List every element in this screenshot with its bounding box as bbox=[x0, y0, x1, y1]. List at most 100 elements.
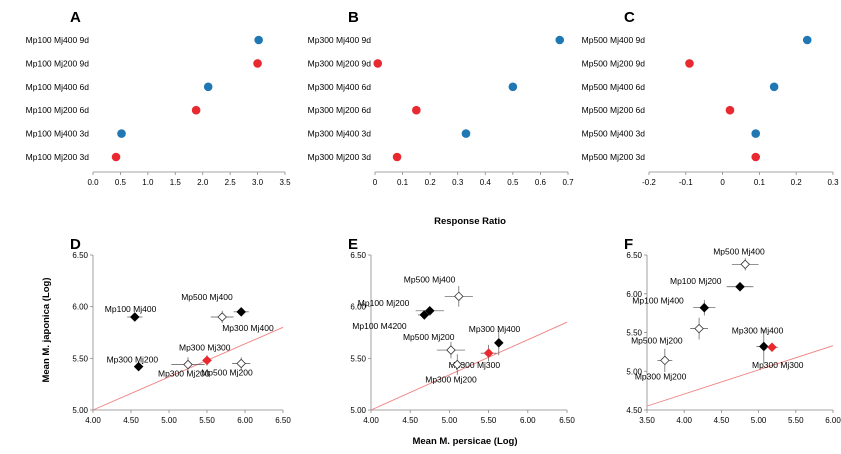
data-point bbox=[452, 359, 463, 370]
category-label: Mp500 Mj200 3d bbox=[582, 152, 646, 162]
data-point bbox=[373, 59, 383, 68]
point-label: Mp300 Mj200 bbox=[425, 375, 477, 385]
data-point bbox=[130, 312, 140, 322]
panel-letter: D bbox=[70, 236, 81, 253]
x-tick-label: 6.00 bbox=[520, 416, 536, 425]
data-point bbox=[203, 82, 213, 92]
y-tick-label: 6.50 bbox=[626, 251, 642, 260]
x-tick-label: 5.00 bbox=[161, 416, 177, 425]
x-tick-label: 0.1 bbox=[754, 178, 766, 187]
point-label: Mp500 Mj200 bbox=[201, 368, 253, 378]
y-tick-label: 5.50 bbox=[626, 329, 642, 338]
data-point bbox=[461, 129, 471, 138]
panel-e: E 4.00 4.50 5.00 5.50 6.00 6.50 5.00 5.50 6.00 6.5… bbox=[348, 236, 575, 425]
x-tick-label: 5.50 bbox=[199, 416, 215, 425]
x-tick-label: 6.50 bbox=[275, 416, 291, 425]
point-label: Mp500 Mj200 bbox=[631, 336, 683, 346]
y-tick-label: 5.00 bbox=[350, 406, 366, 415]
y-tick-label: 5.50 bbox=[72, 354, 88, 363]
data-point bbox=[660, 355, 670, 366]
data-point bbox=[236, 307, 246, 317]
category-label: Mp300 Mj400 6d bbox=[308, 82, 372, 92]
category-label: Mp500 Mj200 9d bbox=[582, 58, 646, 68]
category-label: Mp500 Mj400 6d bbox=[582, 82, 646, 92]
point-label: Mp500 Mj400 bbox=[181, 292, 233, 302]
x-tick-label: 0.3 bbox=[827, 178, 839, 187]
category-label: Mp300 Mj400 9d bbox=[308, 35, 372, 45]
point-label: Mp300 Mj300 bbox=[179, 342, 231, 352]
x-tick-label: 6.00 bbox=[237, 416, 253, 425]
data-point bbox=[183, 359, 193, 370]
point-label: Mp500 Mj400 bbox=[713, 246, 765, 256]
y-tick-label: 6.00 bbox=[626, 290, 642, 299]
point-label: Mp500 Mj200 bbox=[403, 332, 455, 342]
data-point bbox=[133, 361, 144, 372]
point-label: Mp300 Mj200 bbox=[107, 355, 159, 365]
panel-letter: E bbox=[348, 236, 358, 253]
data-point bbox=[236, 358, 246, 369]
category-label: Mp100 Mj200 9d bbox=[26, 58, 90, 68]
category-label: Mp300 Mj200 6d bbox=[308, 105, 372, 115]
panel-letter: A bbox=[70, 9, 81, 26]
data-point bbox=[508, 82, 518, 92]
top-x-axis-title: Response Ratio bbox=[434, 216, 506, 227]
data-point bbox=[111, 152, 121, 162]
x-tick-label: 0.5 bbox=[507, 178, 519, 187]
category-label: Mp100 Mj200 6d bbox=[26, 105, 90, 115]
x-tick-label: 4.50 bbox=[714, 416, 730, 425]
x-tick-label: 5.50 bbox=[481, 416, 497, 425]
reference-line bbox=[370, 321, 568, 411]
x-tick-label: 3.0 bbox=[252, 178, 264, 187]
category-label: Mp500 Mj400 3d bbox=[582, 129, 646, 139]
x-tick-label: 0.5 bbox=[115, 178, 127, 187]
point-label: Mp300 Mj400 bbox=[732, 325, 784, 335]
x-tick-label: 4.50 bbox=[123, 416, 139, 425]
category-label: Mp300 Mj200 9d bbox=[308, 58, 372, 68]
data-point bbox=[419, 310, 430, 320]
x-tick-label: 4.50 bbox=[402, 416, 418, 425]
bottom-y-axis-title: Mean M. japonica (Log) bbox=[41, 277, 52, 382]
x-tick-label: 0.2 bbox=[791, 178, 803, 187]
data-point bbox=[759, 341, 769, 352]
point-label: Mp100 Mj200 bbox=[670, 276, 722, 286]
category-label: Mp500 Mj200 6d bbox=[582, 105, 646, 115]
data-point bbox=[802, 35, 812, 45]
point-label: Mp300 Mj400 bbox=[222, 323, 274, 333]
point-label: Mp300 Mj200 bbox=[158, 369, 210, 379]
point-label: Mp300 Mj300 bbox=[449, 360, 501, 370]
x-tick-label: 5.00 bbox=[442, 416, 458, 425]
data-point bbox=[735, 282, 745, 292]
point-label: Mp100 Mj400 bbox=[105, 304, 157, 314]
x-tick-label: 4.00 bbox=[85, 416, 101, 425]
reference-line bbox=[646, 345, 834, 407]
panel-f: F 3.50 4.00 4.50 5.00 5.50 6.00 4.50 5.00 5.50 6.0… bbox=[624, 236, 841, 425]
data-point bbox=[767, 342, 777, 352]
data-point bbox=[740, 259, 750, 270]
y-tick-label: 5.00 bbox=[72, 406, 88, 415]
data-point bbox=[483, 348, 494, 358]
y-tick-label: 5.50 bbox=[350, 354, 366, 363]
x-tick-label: 2.0 bbox=[197, 178, 209, 187]
data-point bbox=[555, 35, 565, 45]
x-tick-label: 0.2 bbox=[425, 178, 437, 187]
bottom-x-axis-title: Mean M. persicae (Log) bbox=[412, 436, 517, 447]
data-point bbox=[202, 355, 212, 366]
panel-b: B 0 0.1 0.2 0.3 0.4 0.5 0.6 0.7 Mp300 Mj400 9d Mp3… bbox=[308, 9, 574, 187]
data-point bbox=[254, 35, 263, 45]
point-label: Mp100 Mj200 bbox=[358, 298, 410, 308]
x-tick-label: 0.0 bbox=[87, 178, 99, 187]
data-point bbox=[217, 312, 227, 322]
y-tick-label: 5.00 bbox=[626, 367, 642, 376]
data-point bbox=[412, 105, 421, 115]
data-point bbox=[117, 129, 126, 138]
category-label: Mp300 Mj200 3d bbox=[308, 152, 372, 162]
x-tick-label: 3.5 bbox=[279, 178, 291, 187]
y-tick-label: 4.50 bbox=[626, 406, 642, 415]
category-label: Mp100 Mj400 3d bbox=[26, 129, 90, 139]
data-point bbox=[751, 129, 761, 138]
point-label: Mp100 M4200 bbox=[352, 321, 407, 331]
x-tick-label: 2.5 bbox=[225, 178, 237, 187]
panel-c: C -0.2 -0.1 0 0.1 0.2 0.3 Mp500 Mj400 9d Mp500 M… bbox=[582, 9, 839, 187]
x-tick-label: 4.00 bbox=[363, 416, 379, 425]
